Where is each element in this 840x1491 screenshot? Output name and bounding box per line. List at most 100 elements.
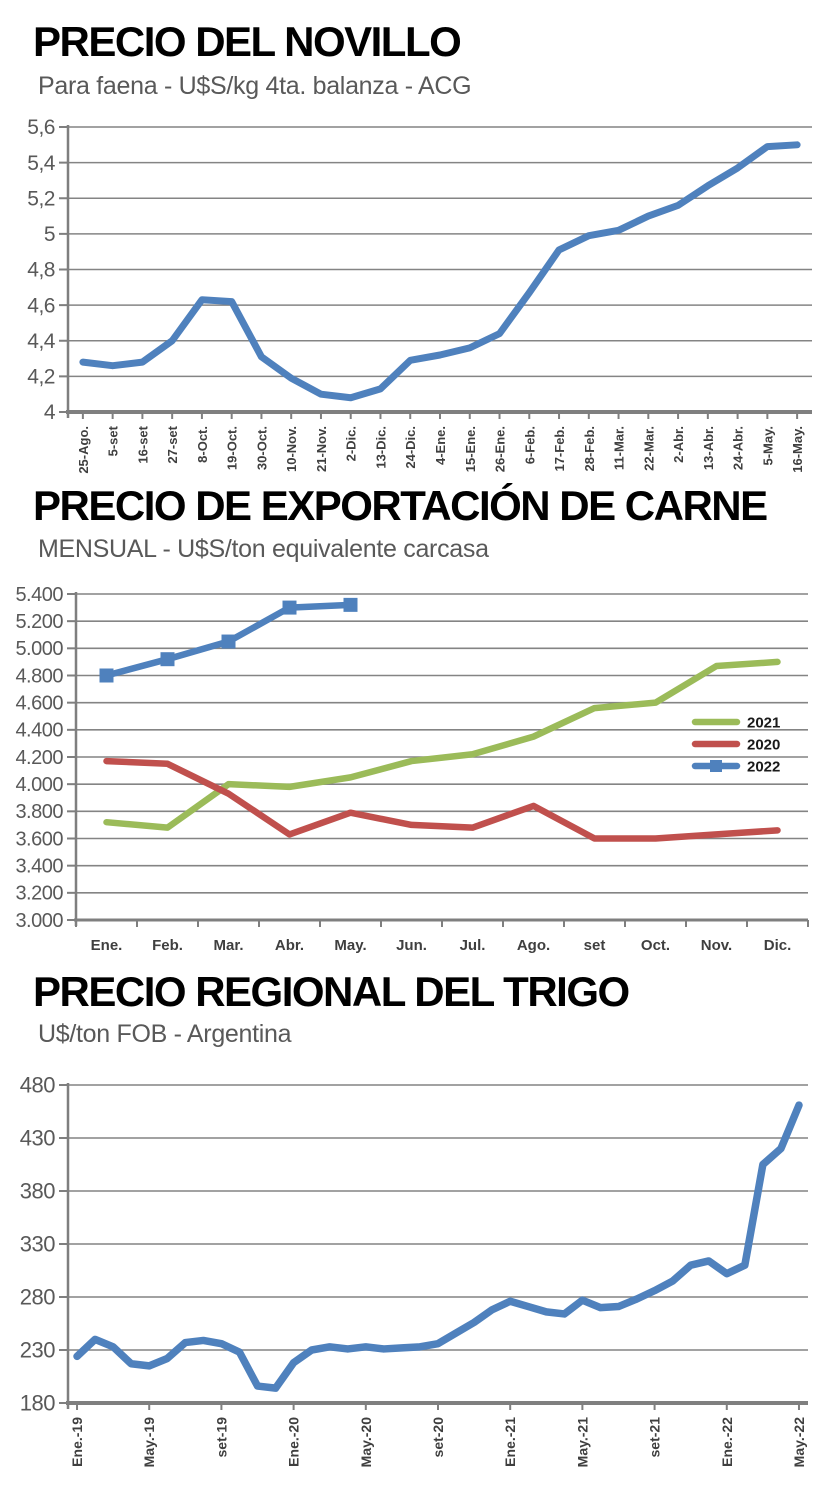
series-marker-2022 bbox=[221, 634, 236, 649]
y-tick-label: 4 bbox=[44, 401, 56, 424]
x-tick-label: set bbox=[584, 937, 606, 954]
y-tick-label: 380 bbox=[20, 1178, 55, 1203]
y-tick-label: 3.600 bbox=[15, 828, 63, 850]
x-tick-label: 16-May. bbox=[790, 426, 805, 473]
x-tick-label: Ene.-21 bbox=[502, 1417, 518, 1467]
x-tick-label: Feb. bbox=[152, 937, 183, 954]
x-tick-label: May.-19 bbox=[141, 1417, 157, 1468]
legend-marker-2022 bbox=[710, 760, 722, 772]
y-tick-label: 5.000 bbox=[15, 638, 63, 660]
x-tick-label: May.-22 bbox=[791, 1417, 807, 1468]
x-tick-label: 25-Ago. bbox=[76, 426, 91, 474]
x-tick-label: 5-May. bbox=[760, 426, 775, 466]
legend-label-2022: 2022 bbox=[747, 759, 780, 776]
y-tick-label: 4,2 bbox=[27, 366, 55, 389]
series-line-2021 bbox=[103, 658, 781, 831]
y-tick-label: 180 bbox=[20, 1390, 55, 1415]
y-tick-label: 5.200 bbox=[15, 611, 63, 633]
x-tick-label: May.-20 bbox=[358, 1417, 374, 1468]
y-tick-label: 5,2 bbox=[27, 187, 55, 210]
y-tick-label: 430 bbox=[20, 1125, 55, 1150]
x-tick-label: 30-Oct. bbox=[254, 426, 269, 470]
x-tick-label: Ene. bbox=[91, 937, 123, 954]
x-tick-label: Ago. bbox=[517, 937, 550, 954]
x-tick-label: 16-set bbox=[135, 425, 150, 463]
x-tick-label: May.-21 bbox=[574, 1417, 590, 1468]
y-tick-label: 4.800 bbox=[15, 665, 63, 687]
x-tick-label: Oct. bbox=[641, 937, 670, 954]
y-tick-label: 4,8 bbox=[27, 259, 55, 282]
x-tick-label: Ene.-20 bbox=[286, 1417, 302, 1467]
exportacion-subtitle: MENSUAL - U$S/ton equivalente carcasa bbox=[38, 535, 489, 563]
x-tick-label: Abr. bbox=[275, 937, 304, 954]
x-tick-label: 17-Feb. bbox=[552, 426, 567, 472]
x-tick-label: set-21 bbox=[647, 1417, 663, 1458]
x-tick-label: Ene.-19 bbox=[69, 1417, 85, 1467]
series-line-Precio novillo U$S/kg bbox=[79, 141, 801, 402]
y-tick-label: 5,6 bbox=[27, 116, 55, 139]
x-tick-label: 4-Ene. bbox=[433, 426, 448, 465]
series-marker-2022 bbox=[282, 600, 297, 615]
x-tick-label: 11-Mar. bbox=[612, 426, 627, 470]
exportacion-title: PRECIO DE EXPORTACIÓN DE CARNE bbox=[33, 482, 768, 529]
y-tick-label: 5,4 bbox=[27, 152, 56, 175]
y-tick-label: 4,6 bbox=[27, 294, 55, 317]
x-tick-label: Dic. bbox=[764, 937, 792, 954]
novillo-line-chart: 5,6 5,4 5,2 5 4,8 4,6 4,4 4,2 4 25-Ago. 5-set 16-se… bbox=[27, 116, 812, 474]
x-tick-label: 2-Dic. bbox=[344, 426, 359, 461]
x-tick-label: Mar. bbox=[213, 937, 243, 954]
novillo-title: PRECIO DEL NOVILLO bbox=[33, 18, 462, 65]
legend-label-2020: 2020 bbox=[747, 737, 780, 754]
x-tick-label: Jul. bbox=[460, 937, 486, 954]
x-tick-label: 28-Feb. bbox=[582, 426, 597, 472]
x-tick-label: 10-Nov. bbox=[284, 426, 299, 472]
y-tick-label: 4,4 bbox=[27, 330, 56, 353]
x-tick-label: 24-Abr. bbox=[731, 426, 746, 470]
x-tick-label: 2-Abr. bbox=[671, 426, 686, 463]
y-tick-label: 3.800 bbox=[15, 801, 63, 823]
y-tick-label: 3.000 bbox=[15, 910, 63, 932]
x-tick-label: set-20 bbox=[430, 1417, 446, 1458]
x-tick-label: 24-Dic. bbox=[403, 426, 418, 469]
trigo-subtitle: U$/ton FOB - Argentina bbox=[38, 1020, 292, 1048]
y-tick-label: 5 bbox=[44, 223, 55, 246]
x-tick-label: Jun. bbox=[396, 937, 427, 954]
y-tick-label: 4.400 bbox=[15, 720, 63, 742]
x-tick-label: 13-Dic. bbox=[373, 426, 388, 469]
x-tick-label: 26-Ene. bbox=[493, 426, 508, 472]
series-marker-2022 bbox=[160, 652, 175, 667]
y-tick-label: 3.400 bbox=[15, 855, 63, 877]
y-tick-label: 4.600 bbox=[15, 692, 63, 714]
x-tick-label: 21-Nov. bbox=[314, 426, 329, 472]
x-tick-label: 15-Ene. bbox=[463, 426, 478, 472]
trigo-title: PRECIO REGIONAL DEL TRIGO bbox=[33, 968, 630, 1015]
series-line-Trigo FOB Argentina U$/ton bbox=[73, 1101, 803, 1392]
y-tick-label: 4.200 bbox=[15, 747, 63, 769]
legend-label-2021: 2021 bbox=[747, 715, 780, 732]
series-marker-2022 bbox=[343, 597, 358, 612]
series-marker-2022 bbox=[99, 668, 114, 683]
y-tick-label: 280 bbox=[20, 1284, 55, 1309]
trigo-line-chart: 480 430 380 330 280 230 180 Ene.-19 May.-19 set-1… bbox=[20, 1072, 808, 1468]
y-tick-label: 330 bbox=[20, 1231, 55, 1256]
x-tick-label: 27-set bbox=[165, 425, 180, 463]
x-tick-label: 22-Mar. bbox=[641, 426, 656, 471]
x-tick-label: set-19 bbox=[213, 1417, 229, 1458]
x-tick-label: 5-set bbox=[106, 425, 121, 456]
y-tick-label: 5.400 bbox=[15, 584, 63, 606]
y-tick-label: 4.000 bbox=[15, 774, 63, 796]
x-tick-label: 6-Feb. bbox=[522, 426, 537, 464]
y-tick-label: 3.200 bbox=[15, 883, 63, 905]
series-line-2020 bbox=[103, 757, 781, 842]
x-tick-label: Ene.-22 bbox=[719, 1417, 735, 1467]
y-tick-label: 480 bbox=[20, 1072, 55, 1097]
x-tick-label: Nov. bbox=[701, 937, 732, 954]
x-tick-label: 19-Oct. bbox=[225, 426, 240, 470]
x-tick-label: 13-Abr. bbox=[701, 426, 716, 470]
exportacion-line-chart: 5.400 5.200 5.000 4.800 4.600 4.400 4.200 4.000… bbox=[15, 584, 809, 954]
y-tick-label: 230 bbox=[20, 1337, 55, 1362]
x-tick-label: 8-Oct. bbox=[195, 426, 210, 463]
x-tick-label: May. bbox=[334, 937, 366, 954]
novillo-subtitle: Para faena - U$S/kg 4ta. balanza - ACG bbox=[38, 72, 472, 100]
